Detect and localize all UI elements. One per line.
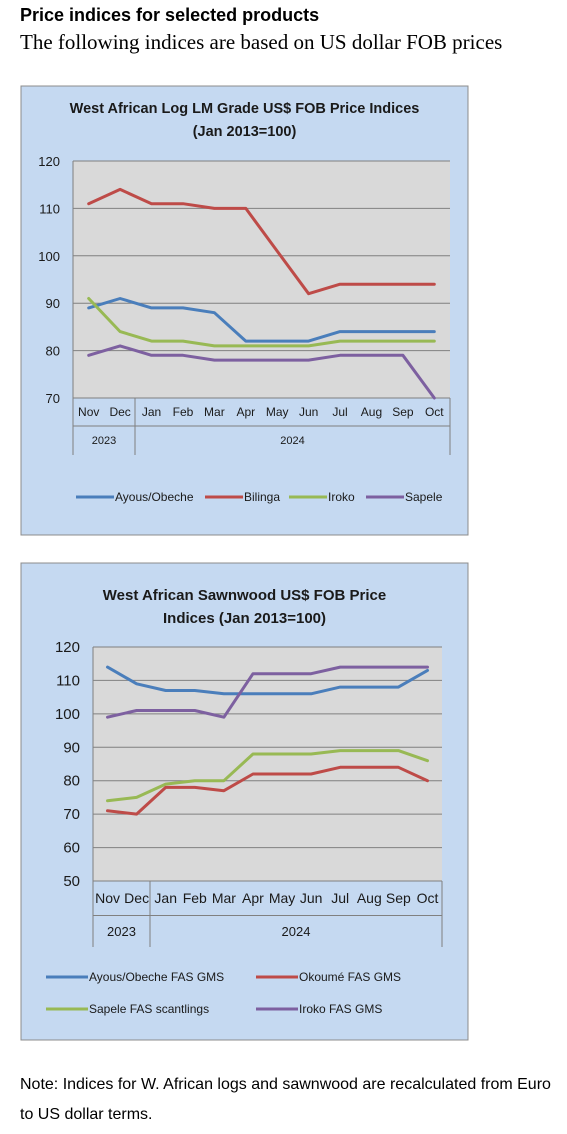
- year-label: 2024: [280, 435, 304, 447]
- x-tick-label: Feb: [173, 405, 194, 419]
- x-tick-label: May: [269, 890, 295, 906]
- y-tick-label: 70: [63, 806, 80, 823]
- x-tick-label: Jun: [299, 405, 318, 419]
- x-tick-label: Jun: [300, 890, 323, 906]
- x-tick-label: Jul: [331, 890, 349, 906]
- x-tick-label: May: [266, 405, 289, 419]
- x-tick-label: Dec: [124, 890, 149, 906]
- chart-title: West African Sawnwood US$ FOB Price: [103, 587, 386, 604]
- x-tick-label: Nov: [95, 890, 120, 906]
- legend-label: Ayous/Obeche FAS GMS: [89, 970, 224, 984]
- legend-label: Iroko FAS GMS: [299, 1002, 382, 1016]
- x-tick-label: Nov: [78, 405, 99, 419]
- footnote: Note: Indices for W. African logs and sa…: [20, 1076, 551, 1123]
- series-line: [87, 297, 436, 348]
- x-tick-label: Mar: [212, 890, 236, 906]
- legend-label: Bilinga: [244, 490, 280, 504]
- page-subheading: The following indices are based on US do…: [20, 30, 503, 54]
- chart-title: Indices (Jan 2013=100): [163, 610, 326, 627]
- y-tick-label: 70: [46, 391, 60, 406]
- x-tick-label: Aug: [357, 890, 382, 906]
- y-tick-label: 90: [46, 296, 60, 311]
- x-tick-label: Jan: [154, 890, 177, 906]
- series-line: [106, 749, 429, 803]
- x-tick-label: Oct: [425, 405, 444, 419]
- y-tick-label: 80: [63, 773, 80, 790]
- x-tick-label: Apr: [242, 890, 264, 906]
- y-tick-label: 110: [56, 672, 80, 689]
- x-tick-label: Aug: [361, 405, 382, 419]
- y-tick-label: 100: [38, 249, 60, 264]
- y-tick-label: 60: [63, 840, 80, 857]
- legend-label: Ayous/Obeche: [115, 490, 194, 504]
- x-tick-label: Dec: [109, 405, 130, 419]
- chart-2: West African Sawnwood US$ FOB Price Indic…: [20, 562, 469, 1041]
- page-heading: Price indices for selected products: [20, 5, 320, 25]
- year-label: 2023: [92, 435, 116, 447]
- x-tick-label: Sep: [386, 890, 411, 906]
- legend-label: Iroko: [328, 490, 355, 504]
- x-tick-label: Jan: [142, 405, 161, 419]
- plot-area: [93, 647, 442, 881]
- chart-title: (Jan 2013=100): [193, 124, 297, 140]
- legend-label: Sapele: [405, 490, 443, 504]
- x-tick-label: Apr: [236, 405, 255, 419]
- y-tick-label: 110: [39, 201, 60, 216]
- x-tick-label: Feb: [183, 890, 207, 906]
- plot-area: [73, 161, 450, 398]
- series-line: [87, 297, 436, 343]
- legend-label: Sapele FAS scantlings: [89, 1002, 209, 1016]
- y-tick-label: 90: [63, 739, 80, 756]
- series-line: [87, 187, 436, 296]
- x-tick-label: Oct: [417, 890, 439, 906]
- y-tick-label: 100: [55, 706, 80, 723]
- x-tick-label: Mar: [204, 405, 225, 419]
- series-line: [106, 765, 429, 816]
- x-tick-label: Sep: [392, 405, 414, 419]
- y-tick-label: 80: [46, 344, 60, 359]
- year-label: 2024: [282, 924, 311, 939]
- chart-title: West African Log LM Grade US$ FOB Price …: [70, 101, 420, 117]
- y-tick-label: 120: [38, 154, 60, 169]
- series-line: [106, 665, 429, 719]
- year-label: 2023: [107, 924, 136, 939]
- series-line: [106, 665, 429, 696]
- chart-1: West African Log LM Grade US$ FOB Price …: [20, 85, 469, 536]
- y-tick-label: 120: [55, 639, 80, 656]
- series-line: [87, 344, 436, 400]
- legend-label: Okoumé FAS GMS: [299, 970, 401, 984]
- x-tick-label: Jul: [332, 405, 347, 419]
- y-tick-label: 50: [63, 873, 80, 890]
